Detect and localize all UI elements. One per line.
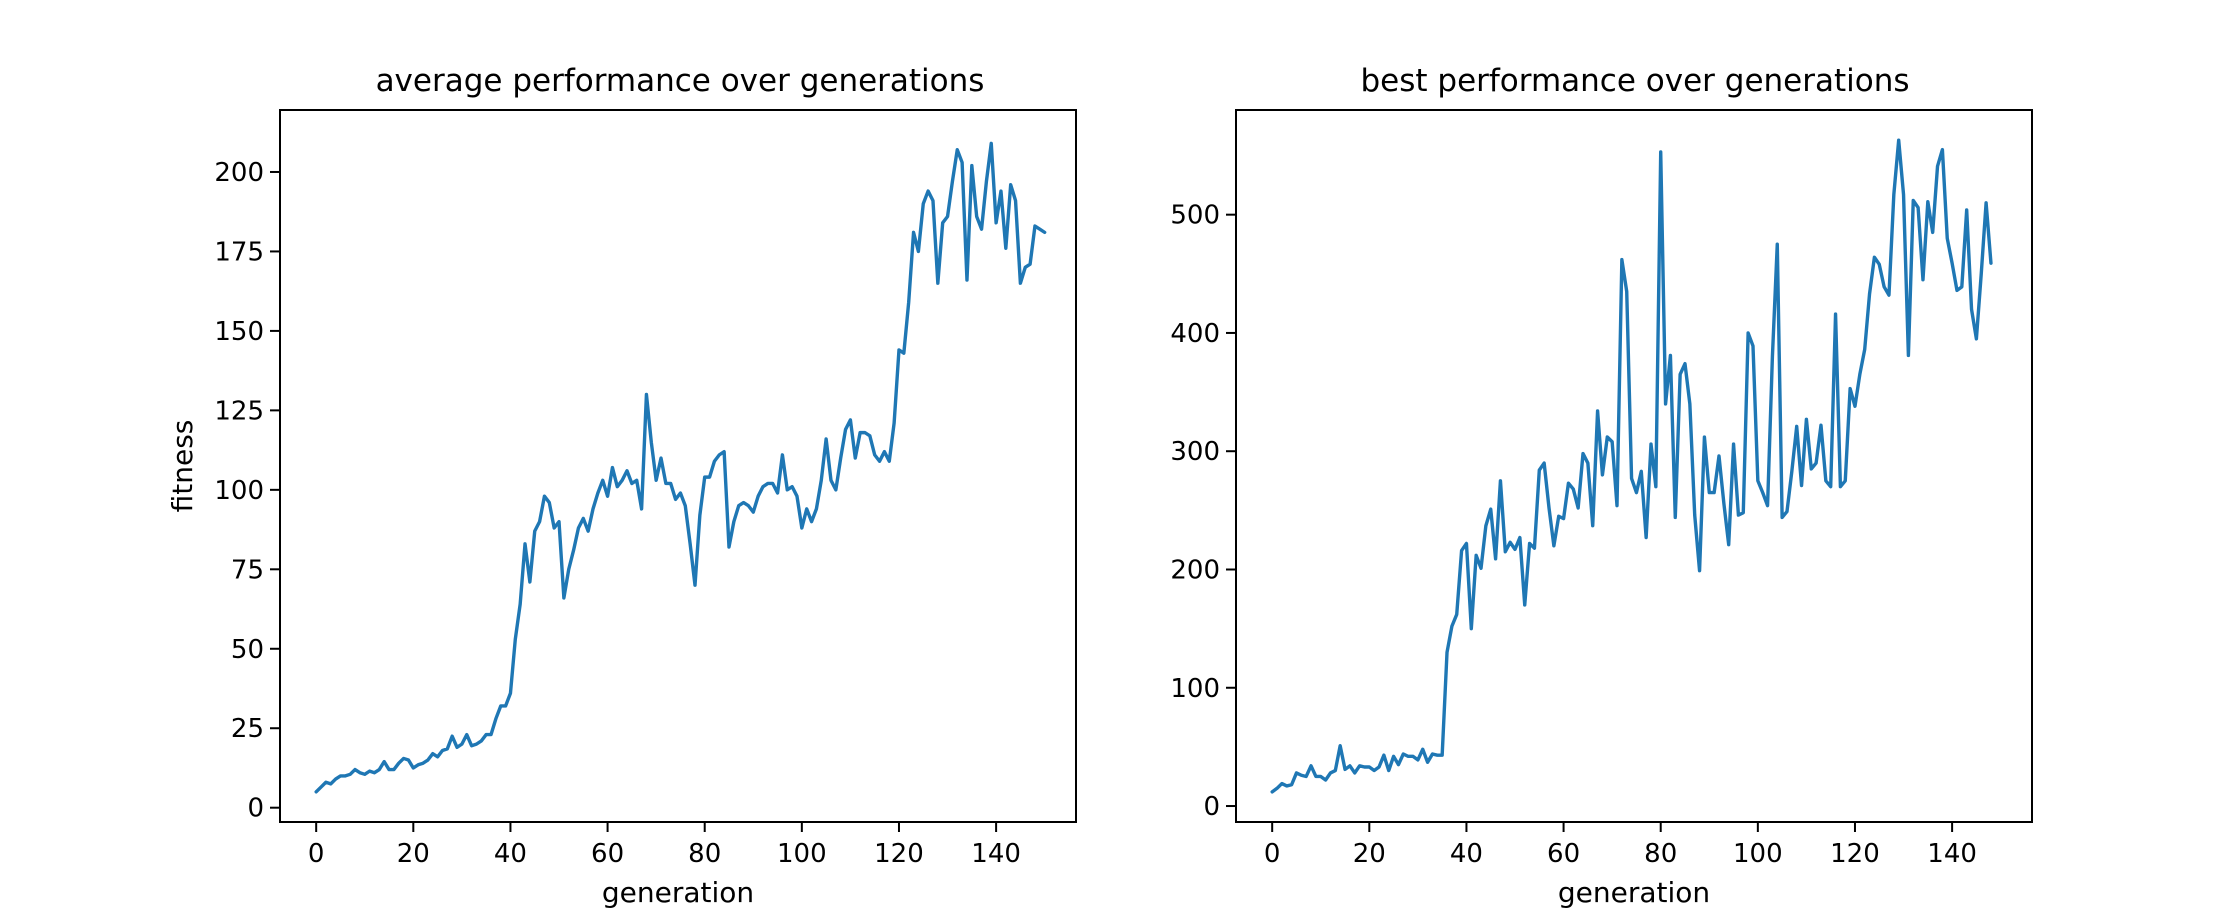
x-tick-label: 40: [494, 839, 527, 869]
x-tick-label: 100: [1733, 839, 1783, 869]
y-tick-label: 0: [1203, 792, 1220, 822]
chart-title: best performance over generations: [1360, 63, 1909, 99]
y-tick-label: 150: [214, 317, 264, 347]
x-tick-label: 20: [397, 839, 430, 869]
y-axis-label: fitness: [166, 420, 199, 513]
plot-frame: [1235, 109, 2033, 823]
x-tick-label: 120: [1830, 839, 1880, 869]
x-tick-label: 140: [971, 839, 1021, 869]
x-axis-ticks: 0 20 40 60 80 100 120 140: [308, 822, 1021, 869]
x-tick-label: 0: [308, 839, 325, 869]
best-performance-chart: best performance over generations genera…: [1170, 63, 2033, 909]
series-line: [314, 141, 1047, 794]
y-axis-ticks: 0 25 50 75 100 125 150 175 200: [214, 158, 280, 824]
x-axis-label: generation: [602, 876, 754, 909]
plot-frame: [279, 109, 1077, 823]
x-tick-label: 20: [1353, 839, 1386, 869]
average-performance-chart: average performance over generations gen…: [166, 63, 1077, 909]
y-tick-label: 75: [231, 555, 264, 585]
x-axis-label: generation: [1558, 876, 1710, 909]
x-tick-label: 80: [1644, 839, 1677, 869]
chart-title: average performance over generations: [376, 63, 985, 99]
x-tick-label: 0: [1264, 839, 1281, 869]
y-tick-label: 100: [1170, 674, 1220, 704]
y-tick-label: 100: [214, 476, 264, 506]
series-line: [1270, 138, 1993, 794]
plot-area: [1270, 138, 1993, 794]
y-tick-label: 125: [214, 396, 264, 426]
y-tick-label: 25: [231, 714, 264, 744]
y-tick-label: 400: [1170, 319, 1220, 349]
y-axis-ticks: 0 100 200 300 400 500: [1170, 201, 1236, 822]
x-tick-label: 60: [1547, 839, 1580, 869]
plot-area: [314, 141, 1047, 794]
x-tick-label: 40: [1450, 839, 1483, 869]
y-tick-label: 175: [214, 237, 264, 267]
y-tick-label: 50: [231, 635, 264, 665]
y-tick-label: 200: [214, 158, 264, 188]
x-tick-label: 60: [591, 839, 624, 869]
y-tick-label: 0: [247, 794, 264, 824]
x-tick-label: 140: [1927, 839, 1977, 869]
x-tick-label: 80: [688, 839, 721, 869]
x-tick-label: 100: [777, 839, 827, 869]
y-tick-label: 300: [1170, 437, 1220, 467]
x-axis-ticks: 0 20 40 60 80 100 120 140: [1264, 822, 1977, 869]
x-tick-label: 120: [874, 839, 924, 869]
y-tick-label: 200: [1170, 555, 1220, 585]
y-tick-label: 500: [1170, 201, 1220, 231]
